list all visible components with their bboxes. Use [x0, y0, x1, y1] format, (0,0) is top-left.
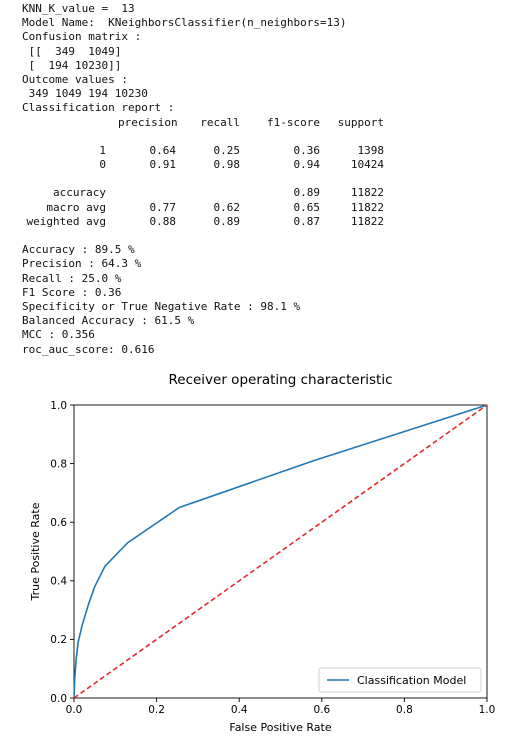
report-cell: support [337, 115, 384, 129]
report-cell: 0.65 [293, 200, 321, 214]
console-line: [ 194 10230]] [22, 58, 122, 72]
report-cell: accuracy [53, 186, 106, 200]
report-cell: macro avg [46, 200, 106, 214]
metric-line: MCC : 0.356 [22, 328, 95, 342]
legend-box [318, 667, 482, 693]
metric-line: Recall : 25.0 % [22, 271, 122, 285]
metric-line: Precision : 64.3 % [22, 257, 142, 271]
report-cell: 0.89 [293, 186, 321, 200]
x-tick-label: 0.6 [313, 704, 330, 716]
console-output: KNN_K_value = 13 Model Name: KNeighborsCl… [22, 2, 522, 357]
console-line: KNN_K_value = 13 [22, 2, 135, 15]
y-tick-label: 0.4 [50, 576, 67, 588]
report-cell: 0.89 [213, 214, 241, 228]
console-top-lines: KNN_K_value = 13 Model Name: KNeighborsCl… [22, 2, 522, 116]
x-axis-label: False Positive Rate [229, 721, 331, 734]
report-cell: 0.36 [293, 143, 321, 157]
metric-line: F1 Score : 0.36 [22, 285, 122, 299]
report-row: macro avg 0.77 0.62 0.65 11822 [22, 201, 522, 215]
y-tick-label: 0.0 [50, 693, 67, 705]
y-axis-label: True Positive Rate [29, 502, 42, 601]
report-cell: 0.94 [293, 158, 321, 172]
report-cell: 0.88 [149, 214, 177, 228]
x-tick-label: 0.0 [66, 704, 83, 716]
x-tick-label: 0.4 [231, 704, 248, 716]
classification-report: precision recall f1-score support 1 0.64 0.25 0… [22, 116, 522, 230]
chance-diagonal-line [73, 404, 488, 699]
metric-line: roc_auc_score: 0.616 [22, 342, 155, 356]
report-cell: 11822 [350, 200, 384, 214]
report-cell: 1398 [357, 143, 385, 157]
legend-label: Classification Model [357, 674, 466, 687]
report-cell: 0.25 [213, 143, 241, 157]
report-cell: 11822 [350, 214, 384, 228]
report-cell: precision [118, 115, 178, 129]
y-tick-label: 1.0 [50, 400, 67, 412]
report-cell: 0.62 [213, 200, 241, 214]
roc-chart: Receiver operating characteristic 0.0 0.2 0… [29, 372, 496, 734]
report-cell: 1 [99, 143, 106, 157]
console-line: 349 1049 194 10230 [22, 87, 148, 101]
metric-line: Specificity or True Negative Rate : 98.1… [22, 299, 301, 313]
report-cell: f1-score [267, 115, 320, 129]
report-cell: 10424 [350, 158, 384, 172]
report-cell: recall [200, 115, 240, 129]
report-cell: 11822 [350, 186, 384, 200]
report-cell: 0 [99, 158, 106, 172]
report-row: 1 0.64 0.25 0.36 1398 [22, 144, 522, 158]
y-tick-label: 0.8 [50, 458, 67, 470]
roc-curve-line [73, 404, 488, 699]
report-header: precision recall f1-score support [22, 116, 522, 130]
plot-frame [73, 404, 488, 699]
console-line: Outcome values : [22, 72, 128, 86]
y-tick-label: 0.6 [50, 517, 67, 529]
report-cell: 0.77 [149, 200, 177, 214]
report-cell: 0.87 [293, 214, 321, 228]
report-row: weighted avg 0.88 0.89 0.87 11822 [22, 215, 522, 229]
report-cell: 0.64 [149, 143, 177, 157]
x-tick-label: 0.2 [148, 704, 165, 716]
metric-line: Balanced Accuracy : 61.5 % [22, 314, 195, 328]
report-cell: weighted avg [26, 214, 106, 228]
console-line: [[ 349 1049] [22, 44, 122, 58]
console-line: Model Name: KNeighborsClassifier(n_neigh… [22, 16, 347, 30]
x-tick-label: 0.8 [396, 704, 413, 716]
console-metric-lines: Accuracy : 89.5 % Precision : 64.3 % Recal… [22, 243, 522, 357]
report-cell: 0.98 [213, 158, 241, 172]
report-row: 0 0.91 0.98 0.94 10424 [22, 158, 522, 172]
report-row: accuracy 0.89 11822 [22, 186, 522, 200]
metric-line: Accuracy : 89.5 % [22, 243, 135, 257]
console-line: Confusion matrix : [22, 30, 142, 44]
x-tick-label: 1.0 [479, 704, 496, 716]
report-cell: 0.91 [149, 158, 177, 172]
y-tick-label: 0.2 [50, 634, 67, 646]
chart-title: Receiver operating characteristic [168, 372, 392, 388]
console-line: Classification report : [22, 101, 175, 115]
